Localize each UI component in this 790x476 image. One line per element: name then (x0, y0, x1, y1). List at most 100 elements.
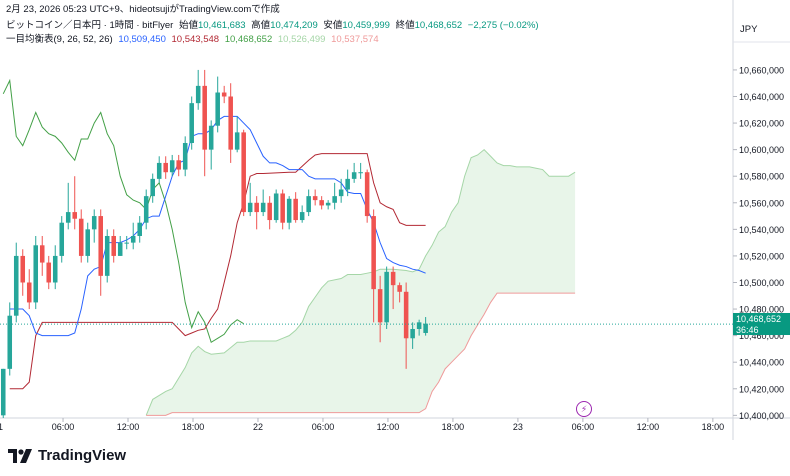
candle-up (273, 193, 279, 221)
candle-down (364, 172, 370, 217)
candle-up (423, 323, 428, 333)
x-tick-label: 18:00 (702, 422, 725, 432)
x-tick-label: 12:00 (637, 422, 660, 432)
candle-down (78, 218, 84, 256)
candle-up (169, 160, 175, 173)
candle-down (202, 85, 207, 150)
candle-up (338, 189, 344, 197)
candle-down (312, 196, 318, 201)
candle-up (351, 172, 357, 179)
candle-up (410, 328, 415, 339)
indicator-params: (9, 26, 52, 26) (53, 34, 113, 45)
open-value: 10,461,683 (197, 20, 246, 31)
brand-name: TradingView (38, 447, 127, 464)
x-tick-label: 22 (253, 422, 263, 432)
y-tick-label: 10,500,000 (739, 278, 784, 288)
candle-up (260, 202, 266, 213)
candle-up (59, 222, 65, 256)
tradingview-logo[interactable]: TradingView (8, 447, 126, 464)
span-a-value: 10,526,499 (277, 34, 326, 45)
candle-up (325, 202, 331, 206)
high-label: 高値 (251, 20, 271, 31)
x-tick-label: 06:00 (52, 422, 75, 432)
ichimoku-legend[interactable]: 一目均衡表(9, 26, 52, 26) 10,509,450 10,543,5… (6, 34, 382, 46)
lightning-icon[interactable]: ⚡ (576, 401, 592, 417)
candle-down (280, 193, 285, 223)
candle-down (403, 291, 409, 339)
candle-up (215, 92, 220, 126)
open-label: 始値 (178, 20, 198, 31)
conversion-value: 10,509,450 (118, 34, 166, 45)
candle-up (117, 242, 123, 256)
indicator-name: 一目均衡表 (6, 34, 54, 45)
candle-down (39, 245, 45, 263)
candle-down (26, 282, 32, 303)
candle-up (85, 229, 91, 256)
candle-down (111, 235, 116, 256)
y-tick-label: 10,660,000 (739, 65, 784, 75)
y-tick-label: 10,600,000 (739, 145, 784, 155)
y-tick-label: 10,440,000 (739, 358, 784, 368)
candle-up (130, 235, 136, 243)
candle-up (306, 196, 311, 213)
y-tick-label: 10,640,000 (739, 92, 784, 102)
candle-down (72, 212, 78, 219)
plot-area (0, 69, 733, 418)
lagging-value: 10,468,652 (224, 34, 273, 45)
y-tick-label: 10,560,000 (739, 198, 784, 208)
close-label: 終値 (395, 20, 415, 31)
x-tick-label: 18:00 (442, 422, 465, 432)
y-tick-label: 10,520,000 (739, 251, 784, 261)
candle-up (91, 216, 97, 230)
candle-down (319, 200, 324, 206)
y-tick-label: 10,460,000 (739, 331, 784, 341)
change-value: −2,275 (−0.02%) (467, 20, 539, 31)
x-tick-label: 18:00 (182, 422, 205, 432)
candle-up (7, 315, 13, 369)
x-tick-label: 23 (513, 422, 523, 432)
candle-down (46, 262, 52, 283)
candle-up (156, 162, 162, 179)
candle-up (189, 103, 194, 143)
candle-up (247, 202, 253, 213)
y-tick-label: 10,620,000 (739, 119, 784, 129)
candle-down (377, 289, 383, 323)
candle-down (20, 255, 26, 283)
last-price-value: 10,468,652 (736, 314, 782, 324)
base-value: 10,543,548 (171, 34, 220, 45)
x-tick-label: 21 (0, 422, 3, 432)
candle-down (390, 271, 396, 286)
candle-down (254, 202, 259, 213)
watermark-text: 2月 23, 2026 05:23 UTC+9、hideotsujiがTradi… (6, 4, 280, 15)
symbol-label: ビットコイン／日本円 · 1時間 · bitFlyer (6, 20, 174, 31)
x-tick-label: 12:00 (117, 422, 140, 432)
conversion-line (9, 115, 426, 337)
candle-up (52, 255, 58, 283)
close-value: 10,468,652 (414, 20, 463, 31)
bar-countdown: 36:46 (736, 324, 759, 335)
candle-up (150, 178, 155, 197)
candle-up (234, 132, 240, 150)
candle-up (299, 212, 305, 221)
candle-up (137, 222, 142, 236)
currency-label[interactable]: JPY (740, 24, 758, 35)
ichimoku-cloud (146, 149, 576, 416)
candle-up (13, 255, 19, 316)
high-value: 10,474,209 (270, 20, 318, 31)
candle-down (163, 162, 168, 173)
candle-down (176, 160, 181, 170)
y-tick-label: 10,420,000 (739, 384, 784, 394)
x-tick-label: 12:00 (377, 422, 400, 432)
leading-span-b-line (146, 292, 576, 416)
candle-down (241, 132, 246, 213)
base-line (9, 153, 426, 390)
candle-up (345, 178, 350, 190)
candle-up (0, 368, 6, 416)
candle-up (143, 196, 149, 223)
last-price-badge: 10,468,652 36:46 (733, 313, 790, 335)
ohlc-legend: ビットコイン／日本円 · 1時間 · bitFlyer 始値10,461,683… (6, 20, 542, 32)
candle-up (416, 322, 422, 329)
low-label: 安値 (323, 20, 343, 31)
candle-up (33, 245, 39, 303)
